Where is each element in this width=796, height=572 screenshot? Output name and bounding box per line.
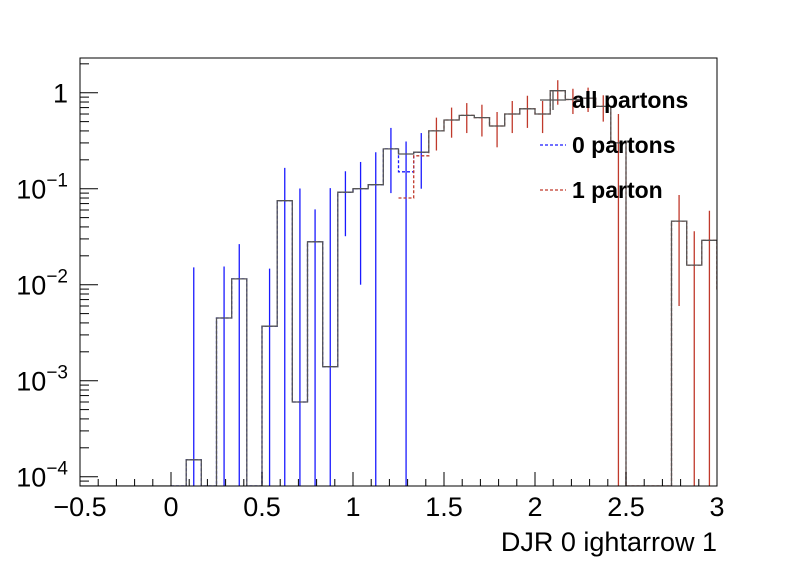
y-tick-label: 1 [53,79,68,109]
legend-label: all partons [572,87,688,113]
x-tick-label: 1 [345,492,360,522]
y-tick-label: 10−4 [16,459,68,493]
x-tick-label: 1.5 [425,492,463,522]
legend: all partons 0 partons 1 parton [540,87,688,203]
legend-label: 0 partons [572,132,676,158]
series-line [398,90,717,486]
x-tick-label: 2 [527,492,542,522]
y-tick-label: 10−3 [16,363,68,397]
y-tick-label: 10−1 [16,171,68,205]
x-tick-label: 0 [163,492,178,522]
x-tick-label: 2.5 [607,492,645,522]
x-axis-title: DJR 0 ightarrow 1 [501,527,717,557]
x-tick-label: 0.5 [243,492,281,522]
plot-frame [79,57,718,487]
series-1-parton [398,80,717,486]
y-tick-label: 10−2 [16,267,68,301]
series-0-partons [171,127,429,486]
series-line [80,90,717,486]
legend-label: 1 parton [572,177,663,203]
series-all-partons [80,90,717,486]
x-tick-label: −0.5 [53,492,106,522]
x-tick-label: 3 [709,492,724,522]
